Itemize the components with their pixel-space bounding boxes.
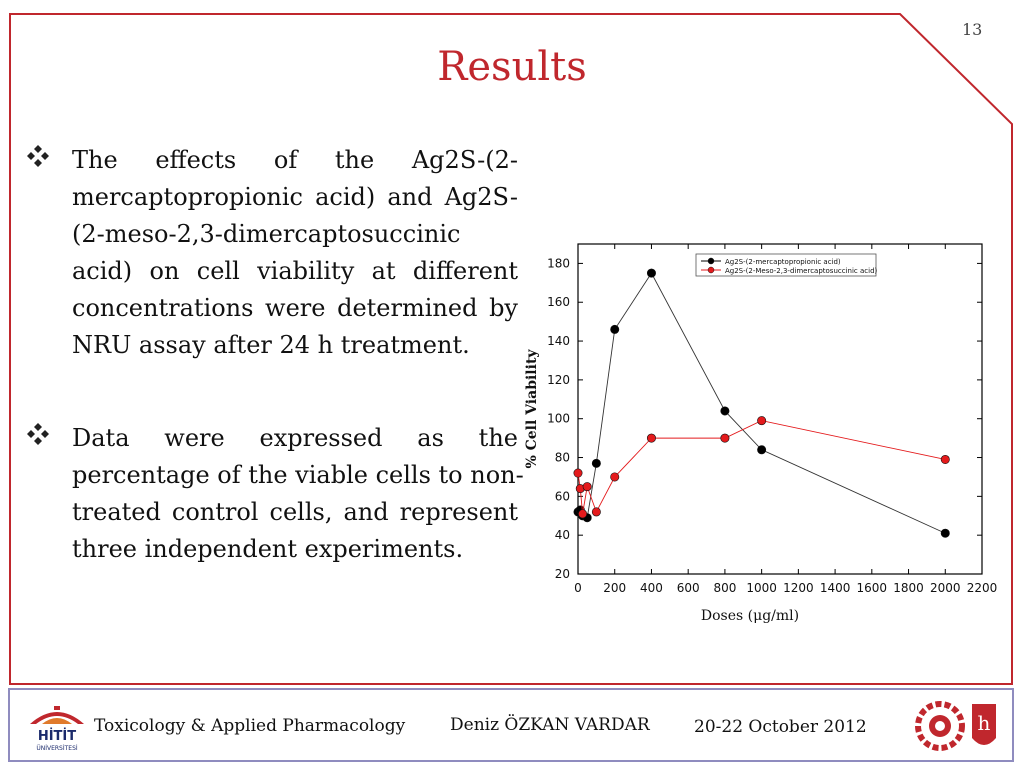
y-tick-label: 60 — [555, 489, 570, 503]
footer-date: 20-22 October 2012 — [694, 717, 867, 737]
data-point — [720, 433, 730, 443]
y-tick-label: 180 — [547, 256, 570, 270]
bullet-text: Data were expressed as the percentage of… — [72, 420, 524, 568]
bullet-line: Data were expressed as the — [72, 424, 518, 452]
cell-viability-chart: 0 200 400 600 800 1000 1200 1400 1600 1800 2000 220… — [520, 236, 1000, 636]
data-point — [610, 324, 620, 334]
slide-frame — [9, 13, 1013, 685]
bullet-line: concentrations were determined by — [72, 294, 518, 322]
footer-department: Toxicology & Applied Pharmacology — [94, 716, 406, 736]
data-point — [757, 445, 767, 455]
logo-text-top: HİTİT — [38, 728, 76, 744]
data-point — [582, 482, 592, 492]
y-tick-label: 80 — [555, 451, 570, 465]
x-tick-label: 0 — [574, 581, 582, 595]
logo-text-bottom: ÜNİVERSİTESİ — [36, 745, 78, 752]
x-tick-label: 200 — [603, 581, 626, 595]
legend-marker — [707, 266, 715, 274]
y-tick-label: 160 — [547, 295, 570, 309]
x-axis-label: Doses (μg/ml) — [701, 608, 799, 624]
bullet-line: percentage of the viable cells to non- — [72, 461, 524, 489]
bullet-line: (2-meso-2,3-dimercaptosuccinic — [72, 220, 461, 248]
slide-title: Results — [437, 44, 587, 90]
page-number: 13 — [962, 20, 983, 39]
bullet-line: The effects of the Ag2S-(2- — [72, 146, 518, 174]
footer-author: Deniz ÖZKAN VARDAR — [450, 715, 650, 735]
university-logo: HİTİT ÜNİVERSİTESİ — [30, 706, 84, 752]
x-tick-label: 1200 — [783, 581, 814, 595]
bullet-line: three independent experiments. — [72, 535, 464, 563]
data-point — [646, 268, 656, 278]
x-tick-label: 600 — [677, 581, 700, 595]
data-point — [591, 458, 601, 468]
x-tick-label: 1800 — [893, 581, 924, 595]
x-tick-label: 1600 — [857, 581, 888, 595]
legend-box — [695, 253, 877, 277]
series-line — [577, 272, 946, 534]
y-tick-label: 40 — [555, 528, 570, 542]
x-tick-label: 400 — [640, 581, 663, 595]
data-point — [591, 507, 601, 517]
data-point — [940, 454, 950, 464]
series-line — [577, 420, 946, 514]
data-point — [610, 472, 620, 482]
bullet-line: treated control cells, and represent — [72, 498, 518, 526]
footer: HİTİT ÜNİVERSİTESİ Toxicology & Applied … — [8, 688, 1014, 762]
y-tick-label: 120 — [547, 373, 570, 387]
data-point — [578, 509, 588, 519]
x-tick-label: 800 — [713, 581, 736, 595]
svg-text:h: h — [978, 711, 991, 735]
y-tick-label: 20 — [555, 567, 570, 581]
data-point — [720, 406, 730, 416]
bullet-line: acid) on cell viability at different — [72, 257, 518, 285]
bullet-text: The effects of the Ag2S-(2- mercaptoprop… — [72, 142, 518, 364]
data-point — [646, 433, 656, 443]
data-point — [573, 468, 583, 478]
department-logo: h — [915, 701, 996, 751]
bullet-line: mercaptopropionic acid) and Ag2S- — [72, 183, 518, 211]
x-tick-label: 2000 — [930, 581, 961, 595]
legend-label: Ag2S-(2-mercaptopropionic acid) — [725, 258, 841, 266]
legend-marker — [707, 257, 715, 265]
x-tick-label: 2200 — [967, 581, 998, 595]
diamond-bullet-icon — [27, 145, 49, 167]
data-point — [940, 528, 950, 538]
chart-svg: 0 200 400 600 800 1000 1200 1400 1600 1800 2000 220… — [524, 243, 998, 624]
legend-label: Ag2S-(2-Meso-2,3-dimercaptosuccinic acid… — [725, 267, 878, 275]
y-tick-label: 140 — [547, 334, 570, 348]
x-tick-label: 1400 — [820, 581, 851, 595]
diamond-bullet-icon — [27, 423, 49, 445]
x-tick-label: 1000 — [746, 581, 777, 595]
y-axis-label: % Cell Viability — [524, 349, 540, 469]
y-tick-label: 100 — [547, 412, 570, 426]
plot-frame — [577, 243, 983, 575]
bullet-line: NRU assay after 24 h treatment. — [72, 331, 470, 359]
data-point — [757, 416, 767, 426]
